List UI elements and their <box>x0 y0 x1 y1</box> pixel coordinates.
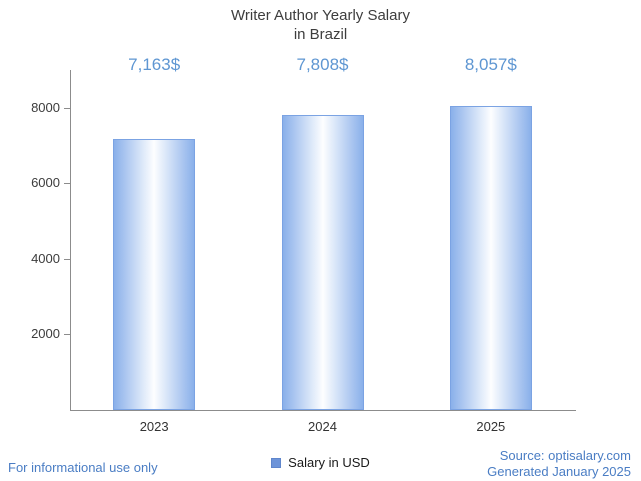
chart-title-line2: in Brazil <box>293 26 348 43</box>
bar-2024 <box>281 115 364 410</box>
disclaimer-text: For informational use only <box>8 460 158 475</box>
y-tick-label: 6000 <box>31 175 60 191</box>
source-link[interactable]: Source: optisalary.com <box>499 448 631 463</box>
source-block: Source: optisalary.com Generated January… <box>487 448 631 480</box>
y-tick-mark <box>64 258 70 260</box>
legend-label: Salary in USD <box>288 455 370 470</box>
generated-date: Generated January 2025 <box>487 464 631 479</box>
y-tick-mark <box>64 183 70 185</box>
bar-value-label-2023: 7,163$ <box>128 55 181 74</box>
y-tick-label: 4000 <box>31 250 60 266</box>
bar-value-label-2025: 8,057$ <box>464 55 517 74</box>
y-tick-label: 8000 <box>31 99 60 115</box>
x-axis-label-2024: 2024 <box>308 419 337 434</box>
x-axis-label-2023: 2023 <box>139 419 169 434</box>
y-tick-mark <box>64 334 70 336</box>
x-axis-line <box>70 410 576 411</box>
legend-swatch-icon <box>271 457 282 468</box>
chart-title-line1: Writer Author Yearly Salary <box>231 7 410 24</box>
chart-legend: Salary in USD <box>0 455 641 470</box>
y-axis-line <box>70 70 71 411</box>
bar-value-label-2024: 7,808$ <box>296 55 349 74</box>
chart-title: Writer Author Yearly Salary in Brazil <box>0 6 641 44</box>
x-axis-label-2025: 2025 <box>476 419 506 434</box>
bar-2023 <box>113 139 196 410</box>
y-tick-mark <box>64 107 70 109</box>
bar-2025 <box>449 105 532 410</box>
y-tick-label: 2000 <box>31 326 60 342</box>
